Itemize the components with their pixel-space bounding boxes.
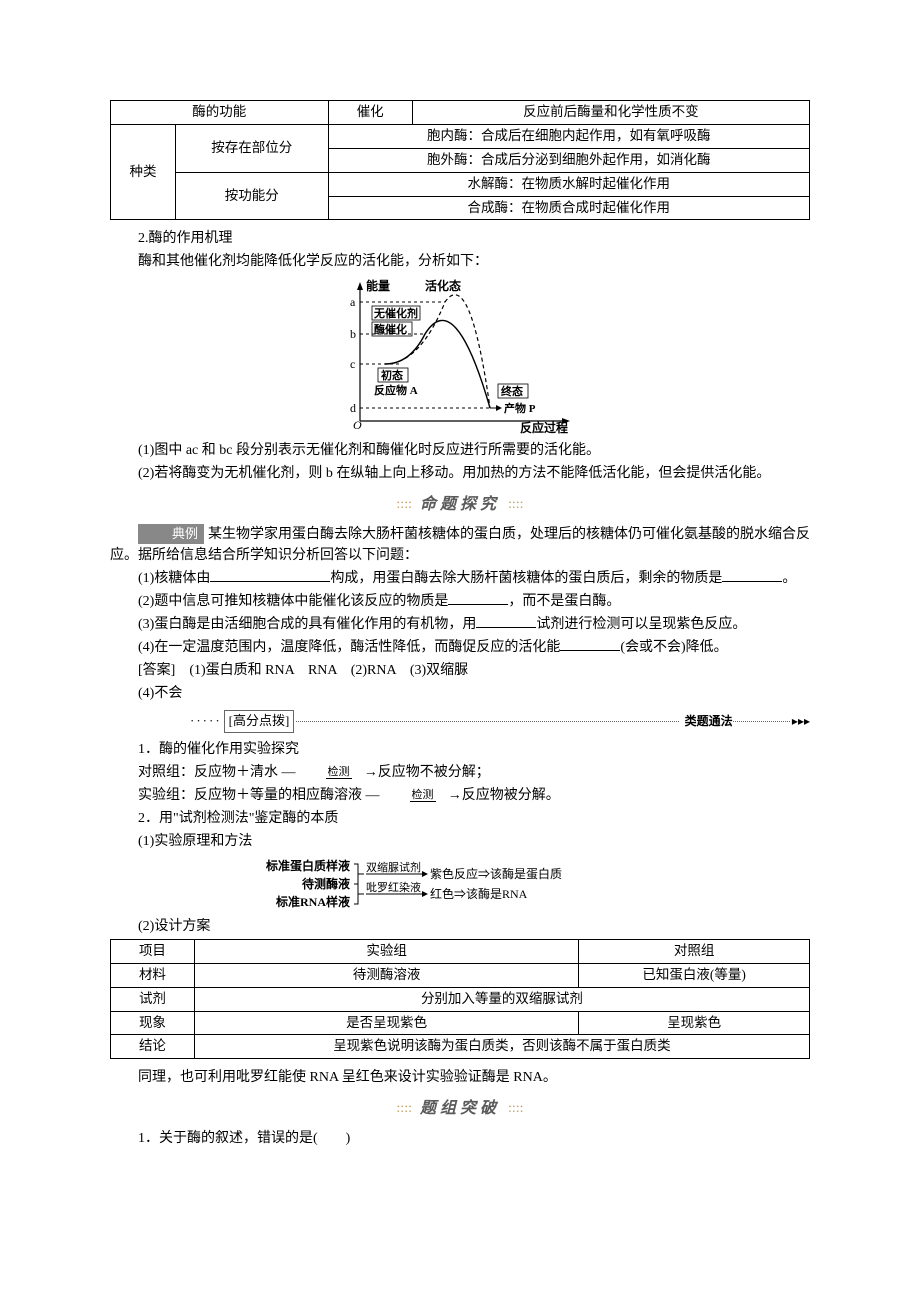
example-badge: 典例 <box>138 524 204 544</box>
t2-c: 待测酶溶液 <box>194 963 578 987</box>
sec2-h2-sub2: (2)设计方案 <box>110 916 810 937</box>
t1-c: 催化 <box>328 101 412 125</box>
t2-c: 是否呈现紫色 <box>194 1011 578 1035</box>
t1-c: 反应前后酶量和化学性质不变 <box>412 101 809 125</box>
svg-text:反应过程: 反应过程 <box>520 420 568 435</box>
question-last: 1．关于酶的叙述，错误的是( ) <box>110 1128 810 1149</box>
t2-h: 对照组 <box>579 939 810 963</box>
example-q1: (1)核糖体由构成，用蛋白酶去除大肠杆菌核糖体的蛋白质后，剩余的物质是。 <box>110 568 810 589</box>
example-q2: (2)题中信息可推知核糖体中能催化该反应的物质是，而不是蛋白酶。 <box>110 591 810 612</box>
sec2-h1: 1．酶的催化作用实验探究 <box>110 739 810 760</box>
heading-explore: :::: 命题探究 :::: <box>110 490 810 520</box>
para-mechanism-intro: 酶和其他催化剂均能降低化学反应的活化能，分析如下： <box>110 251 810 272</box>
answer-line2: (4)不会 <box>110 683 810 704</box>
sec2-h2: 2．用"试剂检测法"鉴定酶的本质 <box>110 808 810 829</box>
heading-mechanism: 2.酶的作用机理 <box>110 228 810 249</box>
para-end: 同理，也可利用吡罗红能使 RNA 呈红色来设计实验验证酶是 RNA。 <box>110 1067 810 1088</box>
t1-c: 胞外酶：合成后分泌到细胞外起作用，如消化酶 <box>328 148 809 172</box>
para-chart-2a: (2)若将酶变为无机催化剂，则 b 在纵轴上向上移动。用加热的方法不能降低活化能… <box>110 463 810 484</box>
t2-c: 呈现紫色说明该酶为蛋白质类，否则该酶不属于蛋白质类 <box>194 1035 809 1059</box>
svg-text:酶催化: 酶催化 <box>374 322 407 336</box>
svg-text:标准RNA样液: 标准RNA样液 <box>275 894 350 909</box>
t2-c: 试剂 <box>111 987 195 1011</box>
table-enzyme-classification: 酶的功能 催化 反应前后酶量和化学性质不变 种类 按存在部位分 胞内酶：合成后在… <box>110 100 810 220</box>
t1-c: 合成酶：在物质合成时起催化作用 <box>328 196 809 220</box>
svg-text:红色⇒该酶是RNA: 红色⇒该酶是RNA <box>430 886 528 901</box>
t2-c: 呈现紫色 <box>579 1011 810 1035</box>
gaofen-rule: ····· [高分点拨] 类题通法 ▸▸▸ <box>110 710 810 733</box>
table-design-scheme: 项目 实验组 对照组 材料 待测酶溶液 已知蛋白液(等量) 试剂 分别加入等量的… <box>110 939 810 1059</box>
t2-c: 分别加入等量的双缩脲试剂 <box>194 987 809 1011</box>
svg-text:初态: 初态 <box>381 368 403 382</box>
t2-h: 项目 <box>111 939 195 963</box>
answer-line1: [答案] (1)蛋白质和 RNA RNA (2)RNA (3)双缩脲 <box>110 660 810 681</box>
sec2-p1: 对照组：反应物＋清水 —检测 →反应物不被分解； <box>110 762 810 783</box>
svg-text:紫色反应⇒该酶是蛋白质: 紫色反应⇒该酶是蛋白质 <box>430 866 562 881</box>
t1-c: 按存在部位分 <box>175 124 328 172</box>
t1-c: 水解酶：在物质水解时起催化作用 <box>328 172 809 196</box>
svg-text:吡罗红染液: 吡罗红染液 <box>366 880 421 894</box>
svg-text:反应物 A: 反应物 A <box>374 383 418 397</box>
svg-text:无催化剂: 无催化剂 <box>373 306 418 320</box>
t2-c: 材料 <box>111 963 195 987</box>
svg-text:待测酶液: 待测酶液 <box>302 876 350 891</box>
svg-text:双缩脲试剂: 双缩脲试剂 <box>366 860 421 874</box>
svg-text:活化态: 活化态 <box>425 278 461 293</box>
svg-text:b: b <box>350 327 356 341</box>
svg-text:O: O <box>353 418 362 432</box>
svg-text:a: a <box>350 295 356 309</box>
t1-c: 酶的功能 <box>111 101 329 125</box>
t1-c: 按功能分 <box>175 172 328 220</box>
svg-text:终态: 终态 <box>501 384 523 398</box>
sec2-p2: 实验组：反应物＋等量的相应酶溶液 —检测 →反应物被分解。 <box>110 785 810 806</box>
svg-text:c: c <box>350 357 355 371</box>
t1-c: 种类 <box>111 124 176 220</box>
heading-break: :::: 题组突破 :::: <box>110 1094 810 1124</box>
example-q3: (3)蛋白酶是由活细胞合成的具有催化作用的有机物，用试剂进行检测可以呈现紫色反应… <box>110 614 810 635</box>
activation-energy-chart: O 能量 活化态 反应过程 a b c d 无催化剂 酶催化 初态 反应物 A … <box>110 276 810 436</box>
t2-c: 已知蛋白液(等量) <box>579 963 810 987</box>
t1-c: 胞内酶：合成后在细胞内起作用，如有氧呼吸酶 <box>328 124 809 148</box>
svg-text:产物 P: 产物 P <box>504 401 536 415</box>
t2-h: 实验组 <box>194 939 578 963</box>
svg-text:能量: 能量 <box>366 278 390 293</box>
example-intro-text: 某生物学家用蛋白酶去除大肠杆菌核糖体的蛋白质，处理后的核糖体仍可催化氨基酸的脱水… <box>110 527 810 563</box>
para-chart-1: (1)图中 ac 和 bc 段分别表示无催化剂和酶催化时反应进行所需要的活化能。 <box>110 440 810 461</box>
example-intro: 典例某生物学家用蛋白酶去除大肠杆菌核糖体的蛋白质，处理后的核糖体仍可催化氨基酸的… <box>110 524 810 566</box>
example-q4: (4)在一定温度范围内，温度降低，酶活性降低，而酶促反应的活化能(会或不会)降低… <box>110 637 810 658</box>
t2-c: 结论 <box>111 1035 195 1059</box>
svg-text:标准蛋白质样液: 标准蛋白质样液 <box>265 858 350 873</box>
bracket-diagram: 标准蛋白质样液 待测酶液 标准RNA样液 双缩脲试剂 紫色反应⇒该酶是蛋白质 吡… <box>110 856 810 912</box>
svg-text:d: d <box>350 401 356 415</box>
t2-c: 现象 <box>111 1011 195 1035</box>
sec2-h2-sub1: (1)实验原理和方法 <box>110 831 810 852</box>
